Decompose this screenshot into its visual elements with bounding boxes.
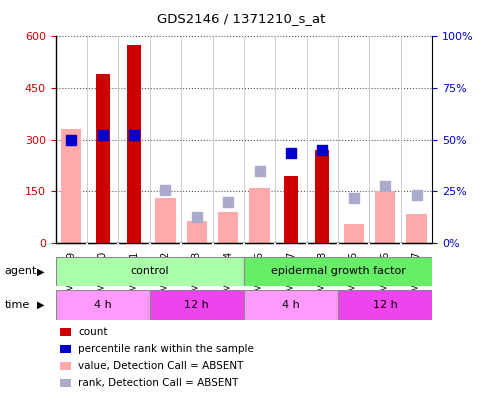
Text: 4 h: 4 h [94, 300, 112, 310]
Point [193, 214, 201, 220]
Text: epidermal growth factor: epidermal growth factor [270, 266, 406, 276]
Bar [155, 198, 176, 243]
Bar [61, 130, 82, 243]
Point [224, 198, 232, 205]
Point [350, 195, 357, 202]
Point [382, 183, 389, 190]
Text: agent: agent [5, 266, 37, 276]
Bar [218, 212, 239, 243]
Point [287, 150, 295, 157]
Bar [249, 188, 270, 243]
Point [256, 168, 264, 174]
Point [161, 186, 170, 193]
Text: rank, Detection Call = ABSENT: rank, Detection Call = ABSENT [78, 378, 239, 388]
Text: time: time [5, 300, 30, 310]
Text: ▶: ▶ [37, 300, 45, 310]
Bar [96, 75, 110, 243]
Bar [338, 290, 432, 320]
Bar [244, 290, 338, 320]
Point [412, 192, 420, 198]
Bar [343, 224, 364, 243]
Text: value, Detection Call = ABSENT: value, Detection Call = ABSENT [78, 361, 243, 371]
Point [99, 131, 107, 138]
Point [319, 147, 327, 153]
Bar [186, 221, 207, 243]
Text: 12 h: 12 h [185, 300, 209, 310]
Bar [56, 290, 150, 320]
Bar [406, 214, 427, 243]
Bar [56, 257, 244, 286]
Bar [315, 150, 329, 243]
Text: GDS2146 / 1371210_s_at: GDS2146 / 1371210_s_at [157, 12, 326, 25]
Text: 12 h: 12 h [373, 300, 398, 310]
Text: percentile rank within the sample: percentile rank within the sample [78, 344, 254, 354]
Text: 4 h: 4 h [282, 300, 300, 310]
Text: ▶: ▶ [37, 266, 45, 276]
Point [68, 136, 75, 143]
Bar [375, 192, 396, 243]
Point [130, 131, 138, 138]
Bar [284, 176, 298, 243]
Text: control: control [130, 266, 169, 276]
Text: count: count [78, 327, 108, 337]
Bar [150, 290, 244, 320]
Bar [244, 257, 432, 286]
Bar [127, 45, 141, 243]
